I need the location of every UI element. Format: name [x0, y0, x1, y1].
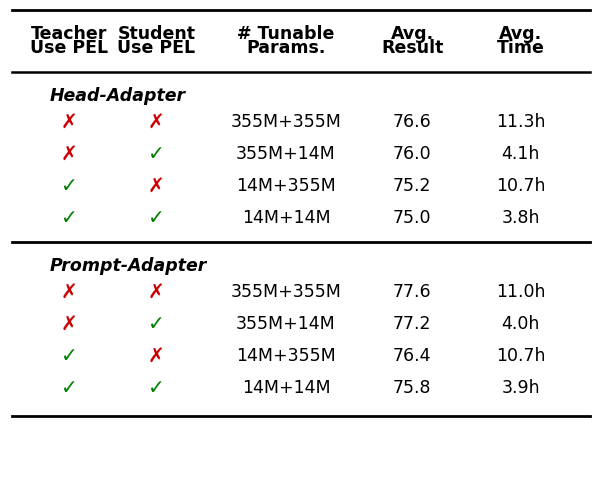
Text: 77.2: 77.2 [393, 315, 432, 333]
Text: ✓: ✓ [61, 177, 78, 196]
Text: ✗: ✗ [61, 112, 78, 132]
Text: Use PEL: Use PEL [30, 39, 108, 57]
Text: ✗: ✗ [61, 145, 78, 164]
Text: 75.0: 75.0 [393, 209, 432, 227]
Text: 10.7h: 10.7h [496, 177, 545, 195]
Text: 14M+14M: 14M+14M [241, 379, 330, 397]
Text: ✗: ✗ [148, 347, 165, 365]
Text: 10.7h: 10.7h [496, 347, 545, 365]
Text: ✗: ✗ [61, 283, 78, 302]
Text: ✓: ✓ [148, 315, 165, 333]
Text: ✓: ✓ [61, 378, 78, 397]
Text: 11.3h: 11.3h [496, 113, 545, 131]
Text: ✗: ✗ [61, 315, 78, 333]
Text: 11.0h: 11.0h [496, 283, 545, 301]
Text: ✗: ✗ [148, 112, 165, 132]
Text: Teacher: Teacher [31, 25, 107, 43]
Text: Prompt-Adapter: Prompt-Adapter [49, 257, 206, 275]
Text: Avg.: Avg. [499, 25, 542, 43]
Text: 75.2: 75.2 [393, 177, 432, 195]
Text: ✓: ✓ [148, 145, 165, 164]
Text: 4.1h: 4.1h [501, 145, 540, 163]
Text: 76.4: 76.4 [393, 347, 432, 365]
Text: 355M+355M: 355M+355M [231, 283, 341, 301]
Text: ✓: ✓ [61, 347, 78, 365]
Text: 14M+355M: 14M+355M [236, 177, 336, 195]
Text: Params.: Params. [246, 39, 326, 57]
Text: Time: Time [497, 39, 545, 57]
Text: 355M+355M: 355M+355M [231, 113, 341, 131]
Text: 355M+14M: 355M+14M [236, 145, 336, 163]
Text: ✓: ✓ [148, 209, 165, 227]
Text: 14M+355M: 14M+355M [236, 347, 336, 365]
Text: Student: Student [117, 25, 196, 43]
Text: # Tunable: # Tunable [237, 25, 335, 43]
Text: Head-Adapter: Head-Adapter [49, 87, 185, 105]
Text: ✓: ✓ [61, 209, 78, 227]
Text: Use PEL: Use PEL [117, 39, 196, 57]
Text: 75.8: 75.8 [393, 379, 432, 397]
Text: 4.0h: 4.0h [501, 315, 540, 333]
Text: Avg.: Avg. [391, 25, 434, 43]
Text: 3.8h: 3.8h [501, 209, 540, 227]
Text: ✓: ✓ [148, 378, 165, 397]
Text: 76.6: 76.6 [393, 113, 432, 131]
Text: 14M+14M: 14M+14M [241, 209, 330, 227]
Text: ✗: ✗ [148, 283, 165, 302]
Text: Result: Result [381, 39, 444, 57]
Text: 76.0: 76.0 [393, 145, 432, 163]
Text: 355M+14M: 355M+14M [236, 315, 336, 333]
Text: ✗: ✗ [148, 177, 165, 196]
Text: 3.9h: 3.9h [501, 379, 540, 397]
Text: 77.6: 77.6 [393, 283, 432, 301]
